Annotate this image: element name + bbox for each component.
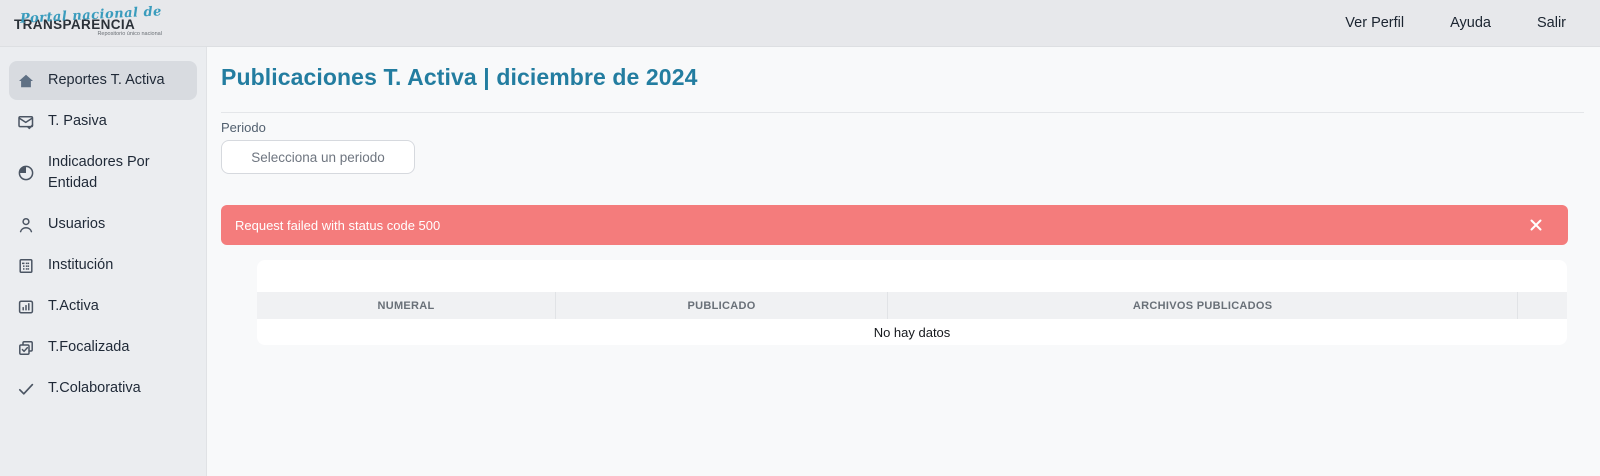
period-select[interactable]: Selecciona un periodo — [221, 140, 415, 174]
home-icon — [19, 74, 33, 87]
error-alert-message: Request failed with status code 500 — [235, 217, 441, 233]
nav-ver-perfil[interactable]: Ver Perfil — [1345, 15, 1405, 31]
sidebar-item-usuarios[interactable]: Usuarios — [9, 205, 197, 244]
mail-check-icon — [18, 115, 34, 129]
sidebar-item-t-activa[interactable]: T.Activa — [9, 287, 197, 326]
sidebar-item-reportes-t-activa[interactable]: Reportes T. Activa — [9, 61, 197, 101]
copy-check-icon — [19, 340, 33, 355]
column-header-numeral: NUMERAL — [377, 299, 435, 312]
publications-table: NUMERAL PUBLICADO ARCHIVOS PUBLICADOS No… — [257, 260, 1567, 345]
title-divider — [221, 112, 1584, 113]
sidebar-item-label: Institución — [48, 257, 114, 274]
logo-main-text: TRANSPARENCIA — [14, 16, 136, 32]
bar-chart-icon — [18, 300, 34, 314]
period-label: Periodo — [221, 120, 266, 135]
portal-logo[interactable]: Portal nacional de TRANSPARENCIA Reposit… — [14, 4, 162, 38]
top-bar: Portal nacional de TRANSPARENCIA Reposit… — [0, 0, 1600, 47]
column-header-publicado: PUBLICADO — [555, 292, 887, 319]
period-select-placeholder: Selecciona un periodo — [251, 149, 385, 165]
nav-ayuda[interactable]: Ayuda — [1450, 15, 1491, 31]
logo-tagline: Repositorio único nacional — [97, 31, 162, 37]
sidebar-item-institucion[interactable]: Institución — [9, 246, 197, 285]
close-icon[interactable] — [1528, 217, 1544, 233]
column-header-archivos-publicados: ARCHIVOS PUBLICADOS — [887, 292, 1517, 319]
table-empty-state: No hay datos — [257, 319, 1567, 345]
sidebar-item-label: Reportes T. Activa — [48, 72, 165, 88]
building-icon — [19, 258, 33, 273]
pie-chart-icon — [18, 165, 34, 181]
sidebar-item-label: Usuarios — [48, 216, 106, 233]
top-navigation: Ver Perfil Ayuda Salir — [1345, 15, 1566, 31]
table-header-row: NUMERAL PUBLICADO ARCHIVOS PUBLICADOS — [257, 292, 1567, 319]
sidebar-item-label: T.Colaborativa — [48, 380, 141, 397]
column-header-actions — [1517, 292, 1567, 319]
user-icon — [19, 217, 33, 232]
main-content: Publicaciones T. Activa | diciembre de 2… — [208, 47, 1600, 476]
table-toolbar — [257, 260, 1567, 292]
page-title: Publicaciones T. Activa | diciembre de 2… — [221, 64, 698, 90]
sidebar-item-t-focalizada[interactable]: T.Focalizada — [9, 328, 197, 367]
sidebar-item-label: T.Activa — [48, 298, 99, 315]
error-alert: Request failed with status code 500 — [221, 205, 1568, 245]
sidebar-item-t-pasiva[interactable]: T. Pasiva — [9, 102, 197, 141]
sidebar-item-label: Indicadores Por Entidad — [48, 154, 150, 192]
nav-salir[interactable]: Salir — [1536, 15, 1566, 31]
check-icon — [18, 383, 34, 395]
sidebar-item-indicadores-por-entidad[interactable]: Indicadores Por Entidad — [9, 143, 197, 203]
sidebar-item-t-colaborativa[interactable]: T.Colaborativa — [9, 369, 197, 408]
sidebar-item-label: T. Pasiva — [48, 113, 107, 130]
sidebar: Reportes T. Activa T. Pasiva Indicadores… — [0, 47, 207, 476]
sidebar-item-label: T.Focalizada — [48, 339, 130, 356]
